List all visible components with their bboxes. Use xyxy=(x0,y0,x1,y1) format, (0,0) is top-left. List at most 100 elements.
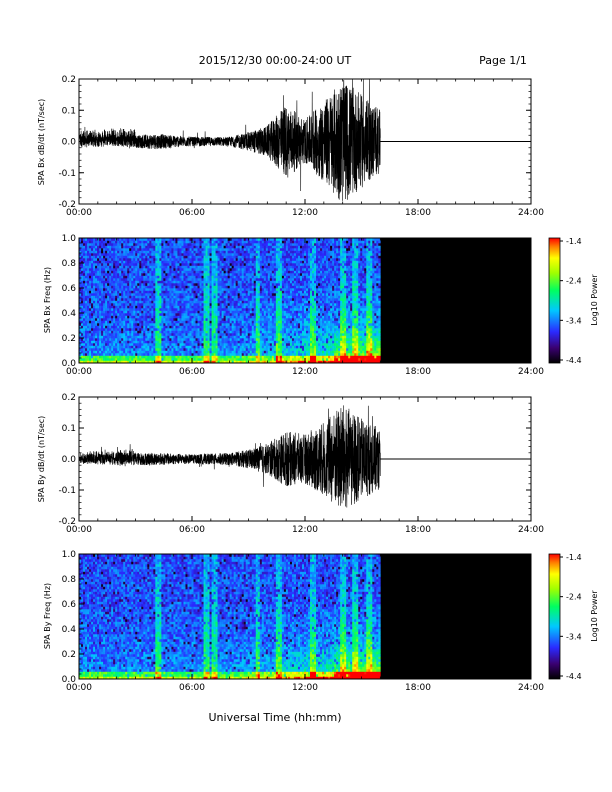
spectrogram-cell xyxy=(249,315,253,319)
spectrogram-cell xyxy=(133,268,136,271)
spectrogram-cell xyxy=(267,255,271,259)
spectrogram-cell xyxy=(139,323,142,326)
spectrogram-cell xyxy=(121,345,124,349)
spectrogram-cell xyxy=(247,263,251,266)
spectrogram-cell xyxy=(173,250,176,254)
spectrogram-cell xyxy=(127,278,130,281)
spectrogram-cell xyxy=(95,338,98,341)
spectrogram-cell xyxy=(157,340,160,344)
spectrogram-cell xyxy=(115,250,118,254)
spectrogram-cell xyxy=(233,305,236,309)
spectrogram-cell xyxy=(133,303,136,306)
spectrogram-cell xyxy=(107,343,110,346)
spectrogram-cell xyxy=(153,350,156,354)
spectrogram-cell xyxy=(113,290,116,294)
spectrogram-cell xyxy=(161,348,164,351)
spectrogram-cell xyxy=(203,245,206,249)
spectrogram-cell xyxy=(221,348,224,351)
spectrogram-cell xyxy=(231,243,234,246)
spectrogram-cell xyxy=(89,333,92,336)
spectrogram-cell xyxy=(267,303,271,306)
spectrogram-cell xyxy=(117,298,120,301)
spectrogram-cell xyxy=(257,293,261,296)
spectrogram-cell xyxy=(155,315,158,319)
spectrogram-cell xyxy=(181,350,184,354)
spectrogram-cell xyxy=(199,275,202,279)
spectrogram-cell xyxy=(131,300,134,304)
spectrogram-cell xyxy=(83,323,86,326)
spectrogram-cell xyxy=(81,353,84,356)
spectrogram-cell xyxy=(169,240,172,244)
spectrogram-cell xyxy=(243,275,247,279)
spectrogram-cell xyxy=(129,343,132,346)
spectrogram-cell xyxy=(81,273,84,276)
spectrogram-cell xyxy=(119,283,122,286)
spectrogram-cell xyxy=(183,248,186,251)
spectrogram-cell xyxy=(165,298,168,301)
spectrogram-cell xyxy=(141,325,144,329)
spectrogram-cell xyxy=(247,238,251,241)
spectrogram-cell xyxy=(173,260,176,264)
spectrogram-cell xyxy=(101,343,104,346)
spectrogram-cell xyxy=(207,350,210,354)
spectrogram-cell xyxy=(143,323,146,326)
spectrogram-cell xyxy=(99,313,102,316)
spectrogram-cell xyxy=(79,308,82,311)
spectrogram-cell xyxy=(161,268,164,271)
spectrogram-cell xyxy=(95,333,98,336)
spectrogram-cell xyxy=(83,238,86,241)
spectrogram-cell xyxy=(267,290,271,294)
spectrogram-cell xyxy=(237,300,241,304)
spectrogram-cell xyxy=(179,270,182,274)
spectrogram-cell xyxy=(147,335,150,339)
spectrogram-cell xyxy=(193,310,196,314)
spectrogram-cell xyxy=(119,298,122,301)
spectrogram-cell xyxy=(153,265,156,269)
spectrogram-cell xyxy=(175,345,178,349)
spectrogram-cell xyxy=(131,360,134,364)
spectrogram-cell xyxy=(89,305,92,309)
spectrogram-cell xyxy=(225,320,228,324)
spectrogram-cell xyxy=(83,260,86,264)
spectrogram-cell xyxy=(85,340,88,344)
spectrogram-cell xyxy=(207,313,210,316)
spectrogram-cell xyxy=(231,253,234,256)
spectrogram-cell xyxy=(223,248,226,251)
spectrogram-cell xyxy=(169,238,172,241)
spectrogram-cell xyxy=(263,345,267,349)
spectrogram-cell xyxy=(169,253,172,256)
spectrogram-cell xyxy=(111,345,114,349)
spectrogram-cell xyxy=(239,250,243,254)
spectrogram-cell xyxy=(105,250,108,254)
spectrogram-cell xyxy=(171,293,174,296)
spectrogram-cell xyxy=(243,345,247,349)
spectrogram-cell xyxy=(237,258,241,261)
spectrogram-cell xyxy=(159,285,162,289)
spectrogram-cell xyxy=(163,338,166,341)
spectrogram-cell xyxy=(133,345,136,349)
spectrogram-cell xyxy=(185,330,188,334)
spectrogram-cell xyxy=(239,333,243,336)
spectrogram-cell xyxy=(263,260,267,264)
spectrogram-cell xyxy=(183,240,186,244)
spectrogram-cell xyxy=(89,308,92,311)
spectrogram-cell xyxy=(205,268,208,271)
spectrogram-cell xyxy=(271,345,275,349)
spectrogram-cell xyxy=(109,325,112,329)
spectrogram-cell xyxy=(185,348,188,351)
spectrogram-cell xyxy=(225,243,228,246)
spectrogram-cell xyxy=(119,350,122,354)
spectrogram-cell xyxy=(199,248,202,251)
spectrogram-cell xyxy=(163,313,166,316)
spectrogram-cell xyxy=(85,338,88,341)
spectrogram-cell xyxy=(251,360,255,364)
spectrogram-cell xyxy=(209,273,212,276)
spectrogram-cell xyxy=(159,240,162,244)
spectrogram-cell xyxy=(115,338,118,341)
spectrogram-cell xyxy=(129,305,132,309)
spectrogram-cell xyxy=(123,288,126,291)
spectrogram-cell xyxy=(161,260,164,264)
spectrogram-cell xyxy=(245,330,249,334)
spectrogram-cell xyxy=(269,250,273,254)
spectrogram-cell xyxy=(257,278,261,281)
